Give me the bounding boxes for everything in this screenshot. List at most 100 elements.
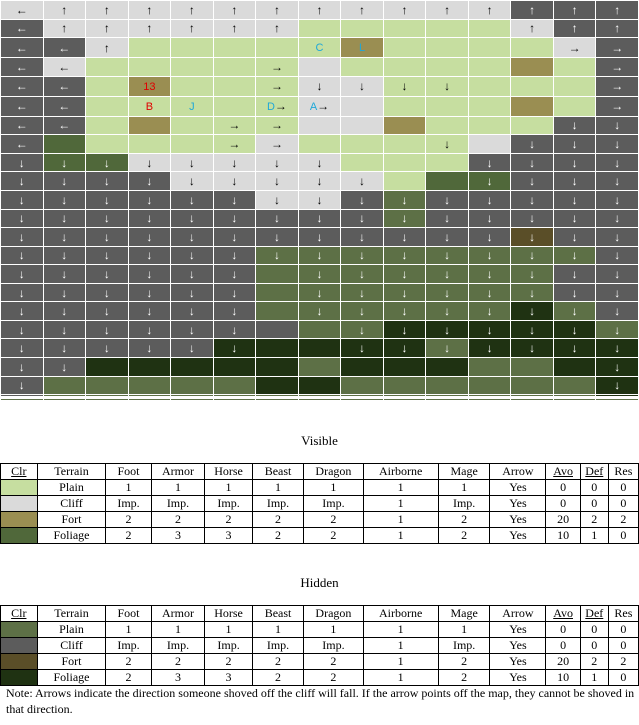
map-cell: [297, 398, 342, 401]
shove-arrow: ↓: [529, 304, 536, 319]
shove-arrow: ↓: [444, 137, 451, 152]
shove-arrow: ↓: [18, 211, 25, 226]
map-cell: ↓: [510, 264, 554, 284]
map-cell: ↓: [340, 338, 384, 358]
shove-arrow: ↓: [401, 341, 408, 356]
shove-arrow: ↓: [444, 341, 451, 356]
shove-arrow: ↓: [188, 174, 195, 189]
map-cell: [552, 375, 597, 396]
map-cell: [85, 95, 129, 117]
map-cell: ←: [0, 75, 44, 97]
map-cell: ↓: [170, 208, 214, 229]
shove-arrow: →: [317, 98, 330, 113]
terrain-row: Cliff Imp. Imp. Imp. Imp. Imp. 1 Imp. Yes 0 0 0: [0, 637, 639, 654]
shove-arrow: →: [611, 59, 624, 74]
map-cell: [552, 95, 597, 117]
shove-arrow: ↓: [18, 341, 25, 356]
map-cell: [42, 398, 87, 401]
map-cell: →: [255, 134, 299, 154]
map-cell: [85, 75, 129, 97]
column-header: Mage: [437, 463, 491, 480]
table-cell: 20: [545, 511, 581, 528]
table-cell: Yes: [489, 495, 547, 512]
shove-arrow: ←: [15, 2, 28, 17]
table-cell: Imp.: [204, 637, 253, 654]
map-cell: A→: [297, 95, 342, 117]
table-cell: 3: [150, 527, 206, 544]
column-header: Arrow: [489, 463, 547, 480]
shove-arrow: ↓: [444, 304, 451, 319]
map-cell: ←: [0, 0, 44, 20]
map-cell: [212, 398, 257, 401]
table-cell: 0: [607, 621, 639, 638]
map-cell: ↓: [510, 208, 554, 229]
map-cell: [170, 57, 214, 77]
shove-arrow: ↓: [444, 211, 451, 226]
map-cell: [425, 57, 469, 77]
map-cell: ↓: [340, 189, 384, 210]
map-cell: ↓: [212, 245, 257, 266]
map-cell: ↓: [85, 319, 129, 340]
map-cell: ↓: [467, 245, 512, 266]
shove-arrow: ↓: [614, 378, 621, 393]
table-cell: Yes: [489, 637, 547, 654]
column-header: Terrain: [36, 605, 107, 622]
map-cell: ↓: [467, 264, 512, 284]
footnote: Note: Arrows indicate the direction some…: [6, 686, 635, 716]
map-cell: ↓: [42, 282, 87, 303]
table-cell: 1: [251, 479, 305, 496]
table-cell: 1: [150, 621, 206, 638]
map-cell: [340, 18, 384, 39]
shove-arrow: ↑: [273, 2, 280, 17]
table-cell: 2: [105, 653, 152, 670]
map-cell: [340, 134, 384, 154]
color-swatch: [0, 479, 38, 496]
shove-arrow: ↓: [529, 211, 536, 226]
shove-arrow: ↑: [529, 21, 536, 36]
map-cell: [340, 95, 384, 117]
color-swatch: [0, 669, 38, 686]
map-cell: [297, 375, 342, 396]
map-cell: ↓: [0, 208, 44, 229]
table-cell: 2: [579, 511, 609, 528]
shove-arrow: ↓: [486, 341, 493, 356]
map-cell: ↓: [340, 245, 384, 266]
table-cell: 2: [251, 653, 305, 670]
map-row: ↓ ↓ ↓ ↓ ↓ ↓ ↓ ↓ ↓ ↓ ↓ ↓ ↓ ↓ ↓: [0, 245, 639, 266]
table-cell: 1: [150, 479, 206, 496]
map-cell: [382, 115, 427, 136]
table-cell: 1: [204, 479, 253, 496]
shove-arrow: ←: [58, 40, 71, 55]
map-cell: ↓: [297, 245, 342, 266]
hidden-caption: Hidden: [300, 575, 339, 590]
shove-arrow: ↓: [146, 155, 153, 170]
map-cell: [212, 95, 257, 117]
shove-arrow: ↓: [231, 211, 238, 226]
shove-arrow: ↓: [486, 155, 493, 170]
map-cell: ↓: [0, 189, 44, 210]
map-cell: ↑: [170, 0, 214, 20]
map-cell: ↓: [170, 282, 214, 303]
table-cell: 2: [437, 669, 491, 686]
shove-arrow: ↓: [273, 229, 280, 244]
map-cell: →: [595, 75, 639, 97]
shove-arrow: ↑: [571, 21, 578, 36]
column-header: Avo: [545, 463, 581, 480]
shove-arrow: ↓: [231, 266, 238, 281]
map-cell: ↓: [552, 282, 597, 303]
shove-arrow: ↓: [146, 211, 153, 226]
map-cell: ↓: [85, 171, 129, 191]
shove-arrow: ↓: [18, 174, 25, 189]
terrain-row: Fort 2 2 2 2 2 1 2 Yes 20 2 2: [0, 511, 639, 528]
map-cell: ←: [42, 37, 87, 59]
shove-arrow: ↓: [571, 322, 578, 337]
shove-arrow: ↓: [444, 248, 451, 263]
column-header: Res: [607, 605, 639, 622]
map-cell: ↓: [297, 227, 342, 247]
map-cell: [127, 57, 172, 77]
map-cell: [255, 398, 299, 401]
map-cell: [595, 396, 639, 400]
map-cell: ↓: [170, 338, 214, 358]
shove-arrow: ↓: [231, 229, 238, 244]
terrain-row: Cliff Imp. Imp. Imp. Imp. Imp. 1 Imp. Yes 0 0 0: [0, 495, 639, 512]
